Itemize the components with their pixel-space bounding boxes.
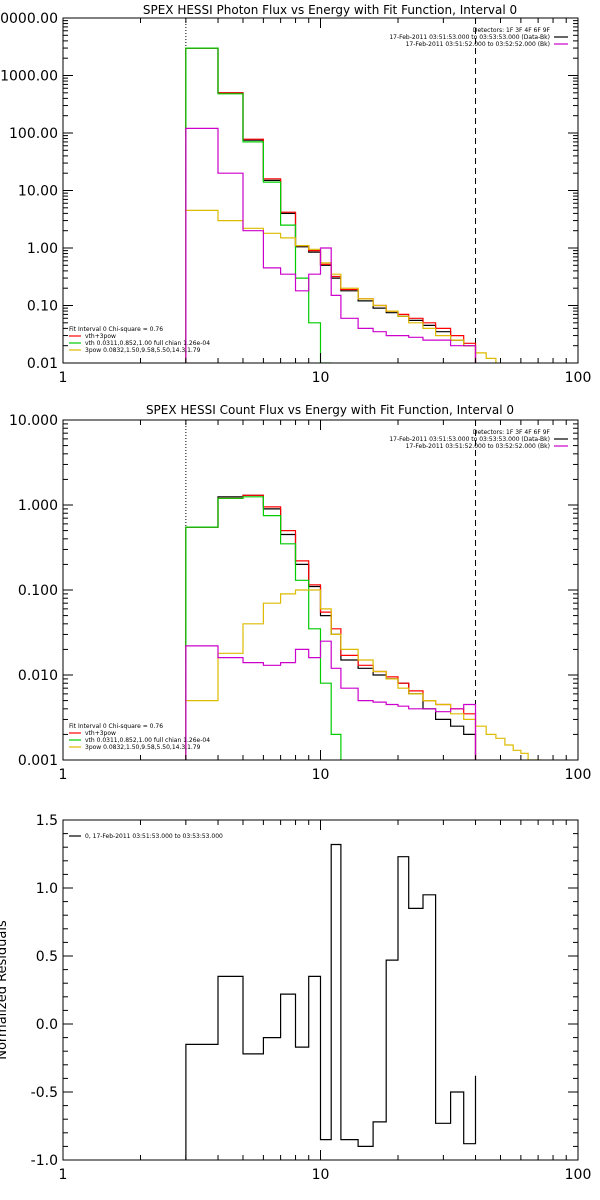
count-series-group	[185, 494, 542, 760]
photon-x-tick-label: 1	[59, 370, 68, 386]
count-x-tick-label: 10	[312, 767, 330, 783]
photon-y-tick-label: 1000.00	[0, 69, 58, 85]
count-series-bkg	[185, 640, 477, 760]
photon-legend-label: vth+3pow	[85, 333, 116, 340]
photon-series-vth	[185, 47, 332, 363]
photon-series-pow	[185, 209, 497, 363]
count-y-tick-label: 0.001	[18, 753, 58, 769]
count-legend-label: vth+3pow	[85, 730, 116, 737]
photon-x-tick-label: 100	[565, 370, 592, 386]
count-legend-label: vth 0.0311,0.852,1.00 full chian 1.26e-0…	[85, 737, 210, 744]
photon-y-tick-label: 100.00	[9, 126, 58, 142]
photon-x-tick-label: 10	[312, 370, 330, 386]
residuals-x-tick-label: 100	[565, 1167, 592, 1183]
count-series-pow	[185, 589, 542, 760]
count-legend-right-line: Detectors: 1F 3F 4F 6F 9F	[473, 429, 551, 436]
residuals-x-tick-label: 1	[59, 1167, 68, 1183]
count-y-tick-label: 10.000	[9, 413, 58, 429]
photon-legend-right-line: 17-Feb-2011 03:51:52.000 to 03:52:52.000…	[406, 41, 550, 48]
photon-y-tick-label: 0.10	[27, 299, 58, 315]
photon-y-tick-label: 1.00	[27, 241, 58, 257]
count-legend-right-line: 17-Feb-2011 03:51:53.000 to 03:53:53.000…	[389, 436, 550, 443]
photon-series-group	[185, 47, 497, 363]
residuals-y-tick-label: -0.5	[31, 1085, 58, 1101]
photon-legend-right-line: 17-Feb-2011 03:51:53.000 to 03:53:53.000…	[389, 34, 550, 41]
count-x-tick-label: 1	[59, 767, 68, 783]
residuals-y-tick-label: 0.0	[36, 1017, 58, 1033]
residuals-y-tick-label: 0.5	[36, 949, 58, 965]
count-legend-title: Fit Interval 0 Chi-square = 0.76	[69, 723, 163, 730]
residuals-y-tick-label: 1.0	[36, 881, 58, 897]
count-chart-title: SPEX HESSI Count Flux vs Energy with Fit…	[146, 403, 514, 417]
count-series-vth	[185, 496, 342, 760]
count-flux-panel: SPEX HESSI Count Flux vs Energy with Fit…	[9, 403, 591, 783]
residuals-series-resid	[185, 843, 477, 1160]
photon-legend-right-line: Detectors: 1F 3F 4F 6F 9F	[473, 27, 551, 34]
photon-series-bkg	[185, 127, 477, 363]
count-y-tick-label: 0.010	[18, 668, 58, 684]
residuals-x-tick-label: 10	[312, 1167, 330, 1183]
photon-chart-title: SPEX HESSI Photon Flux vs Energy with Fi…	[143, 3, 517, 17]
count-legend-right-line: 17-Feb-2011 03:51:52.000 to 03:52:52.000…	[406, 443, 550, 450]
count-y-tick-label: 1.000	[18, 498, 58, 514]
count-x-tick-label: 100	[565, 767, 592, 783]
residuals-panel: Normalized Residuals 1 10 100 -1.0 -0.5 0.0 0.…	[0, 813, 591, 1183]
photon-y-tick-label: 10.00	[18, 184, 58, 200]
residuals-y-tick-label: 1.5	[36, 813, 58, 829]
count-legend-label: 3pow 0.0832,1.50,9.58,5.50,14.3,1.79	[85, 744, 201, 751]
photon-y-tick-label: 10000.00	[0, 11, 58, 27]
photon-flux-panel: SPEX HESSI Photon Flux vs Energy with Fi…	[0, 3, 591, 386]
residuals-y-tick-label: -1.0	[31, 1153, 58, 1169]
count-y-tick-label: 0.100	[18, 583, 58, 599]
residuals-y-axis-label: Normalized Residuals	[0, 920, 10, 1060]
photon-legend-title: Fit Interval 0 Chi-square = 0.76	[69, 326, 163, 333]
residuals-legend-label: 0, 17-Feb-2011 03:51:53.000 to 03:53:53.…	[85, 833, 223, 840]
photon-legend-label: vth 0.0311,0.852,1.00 full chian 1.26e-0…	[85, 340, 210, 347]
residuals-series-group	[185, 843, 477, 1160]
photon-y-tick-label: 0.01	[27, 356, 58, 372]
photon-legend-label: 3pow 0.0832,1.50,9.58,5.50,14.3,1.79	[85, 347, 201, 354]
